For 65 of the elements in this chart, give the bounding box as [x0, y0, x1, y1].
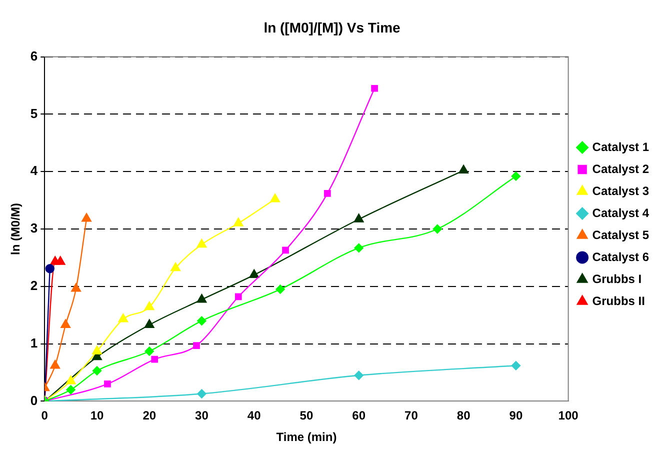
point [233, 218, 244, 226]
point [324, 190, 331, 197]
y-tick-label: 4 [30, 163, 38, 178]
point [458, 164, 468, 174]
x-tick-label: 0 [41, 408, 48, 423]
point [354, 370, 364, 380]
point [71, 283, 81, 292]
chart-title: ln ([M0]/[M]) Vs Time [264, 19, 401, 36]
point [92, 366, 102, 376]
x-tick-label: 70 [404, 408, 418, 423]
y-tick-label: 6 [30, 48, 38, 64]
point [104, 380, 111, 388]
point [197, 316, 206, 326]
y-tick-label: 1 [30, 335, 38, 350]
legend-label: Catalyst 5 [592, 228, 650, 242]
point [92, 346, 102, 354]
point [432, 224, 442, 234]
y-tick-label: 0 [30, 392, 38, 408]
point [270, 194, 280, 202]
legend-label: Grubbs II [592, 294, 645, 308]
legend-label: Catalyst 4 [592, 206, 650, 220]
x-tick-label: 30 [195, 408, 209, 423]
x-tick-label: 100 [558, 408, 579, 423]
point [66, 385, 76, 394]
x-tick-label: 60 [352, 408, 366, 423]
point [144, 346, 154, 356]
point [151, 356, 158, 363]
legend-label: Catalyst 6 [592, 250, 650, 264]
point [197, 389, 206, 398]
point [170, 262, 180, 272]
point [144, 301, 154, 310]
x-tick-label: 10 [90, 408, 104, 423]
y-tick-label: 2 [30, 278, 38, 293]
point [66, 376, 76, 384]
point [196, 238, 207, 248]
point [234, 293, 242, 300]
point [276, 284, 285, 294]
x-tick-label: 40 [247, 408, 262, 423]
legend-label: Catalyst 1 [592, 140, 650, 154]
legend-label: Grubbs I [592, 272, 642, 286]
legend-label: Catalyst 3 [592, 184, 650, 198]
point [45, 264, 54, 274]
x-tick-label: 80 [456, 408, 471, 423]
point [118, 314, 128, 322]
point [249, 269, 260, 278]
point [511, 172, 521, 181]
point [60, 319, 71, 328]
point [371, 84, 378, 92]
x-tick-label: 50 [300, 408, 314, 423]
point [193, 342, 200, 349]
point [50, 360, 60, 369]
legend-label: Catalyst 2 [592, 162, 650, 176]
y-axis-title: ln (M0/M) [8, 203, 23, 255]
y-tick-label: 5 [30, 106, 38, 121]
x-axis-title: Time (min) [276, 430, 337, 444]
y-tick-label: 3 [30, 220, 38, 236]
point [511, 361, 521, 370]
point [82, 213, 92, 222]
point [354, 243, 364, 253]
point [144, 319, 154, 328]
point [354, 214, 364, 222]
point [196, 294, 207, 303]
x-tick-label: 90 [509, 408, 523, 423]
point [282, 246, 289, 254]
x-tick-label: 20 [142, 408, 156, 423]
